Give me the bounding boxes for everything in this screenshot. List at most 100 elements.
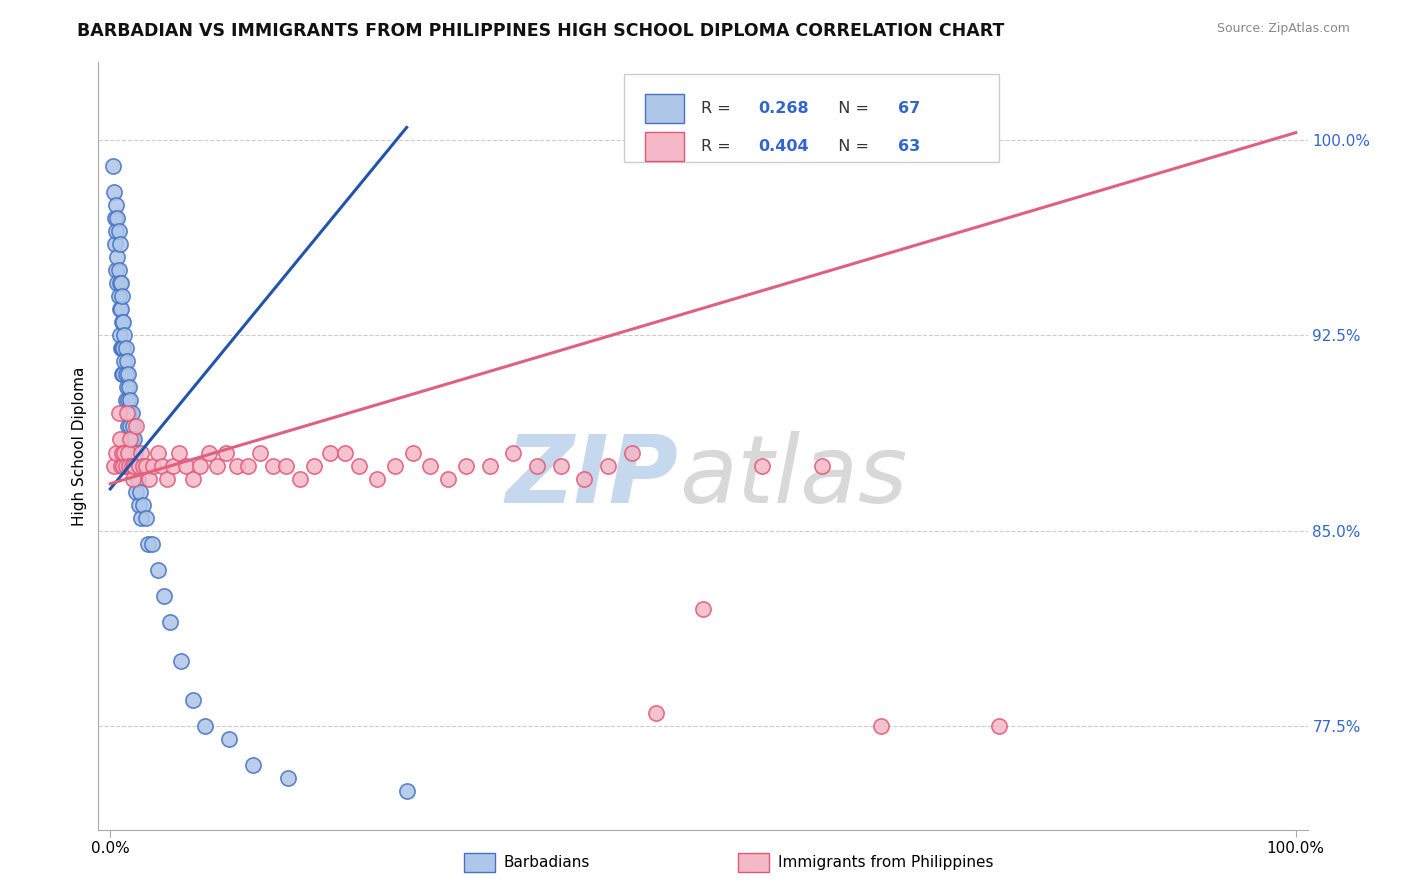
- FancyBboxPatch shape: [645, 132, 683, 161]
- Point: [401, 445, 423, 459]
- Point: [167, 445, 190, 459]
- Point: [121, 419, 143, 434]
- Point: [215, 445, 238, 459]
- Text: 0.268: 0.268: [759, 101, 810, 116]
- Point: [550, 458, 572, 473]
- Point: [174, 458, 197, 473]
- Point: [419, 458, 441, 473]
- Point: [132, 498, 155, 512]
- Point: [105, 251, 128, 265]
- Point: [132, 458, 155, 473]
- Point: [125, 419, 148, 434]
- Point: [117, 368, 139, 382]
- Point: [108, 433, 131, 447]
- Point: [194, 718, 217, 732]
- Point: [205, 458, 228, 473]
- Point: [333, 445, 356, 459]
- Point: [170, 654, 193, 668]
- Point: [129, 445, 152, 459]
- Text: N =: N =: [828, 139, 873, 153]
- Point: [120, 393, 142, 408]
- Point: [120, 433, 142, 447]
- Point: [105, 198, 128, 212]
- Point: [104, 237, 127, 252]
- Point: [197, 445, 219, 459]
- Point: [104, 211, 127, 226]
- Point: [115, 380, 138, 394]
- Point: [103, 186, 125, 200]
- Point: [111, 445, 134, 459]
- Point: [502, 445, 524, 459]
- Point: [125, 484, 148, 499]
- Point: [114, 368, 136, 382]
- Point: [117, 445, 139, 459]
- Point: [242, 757, 264, 772]
- Point: [114, 328, 136, 343]
- Point: [366, 471, 388, 485]
- Point: [249, 445, 271, 459]
- Text: 0.404: 0.404: [759, 139, 810, 153]
- Point: [869, 718, 891, 732]
- Point: [105, 224, 128, 238]
- Point: [218, 731, 240, 746]
- Point: [129, 484, 152, 499]
- Point: [111, 289, 134, 303]
- Point: [395, 783, 418, 797]
- Text: N =: N =: [828, 101, 873, 116]
- Text: atlas: atlas: [679, 431, 907, 522]
- Point: [122, 433, 145, 447]
- Point: [129, 510, 152, 524]
- Point: [159, 615, 181, 629]
- Point: [112, 458, 135, 473]
- Point: [146, 445, 169, 459]
- Point: [574, 471, 596, 485]
- Point: [146, 562, 169, 576]
- Point: [318, 445, 340, 459]
- Point: [108, 237, 131, 252]
- Point: [262, 458, 284, 473]
- Text: R =: R =: [700, 101, 735, 116]
- Point: [118, 407, 141, 421]
- Point: [347, 458, 370, 473]
- Point: [117, 419, 139, 434]
- Point: [111, 368, 134, 382]
- Point: [454, 458, 477, 473]
- Point: [138, 471, 160, 485]
- Point: [107, 407, 129, 421]
- Point: [114, 342, 136, 356]
- Point: [114, 393, 136, 408]
- Point: [110, 342, 132, 356]
- Text: Source: ZipAtlas.com: Source: ZipAtlas.com: [1216, 22, 1350, 36]
- Point: [105, 263, 128, 277]
- Point: [644, 706, 666, 720]
- Point: [751, 458, 773, 473]
- Point: [112, 342, 135, 356]
- Point: [478, 458, 501, 473]
- Point: [128, 458, 150, 473]
- Y-axis label: High School Diploma: High School Diploma: [72, 367, 87, 525]
- Point: [598, 458, 620, 473]
- Point: [121, 407, 143, 421]
- Point: [108, 277, 131, 291]
- Point: [121, 471, 143, 485]
- Point: [152, 589, 174, 603]
- Text: ZIP: ZIP: [506, 431, 679, 523]
- Point: [111, 316, 134, 330]
- Point: [135, 458, 157, 473]
- Text: Immigrants from Philippines: Immigrants from Philippines: [778, 855, 993, 870]
- Point: [105, 211, 128, 226]
- Point: [141, 536, 163, 550]
- Point: [190, 458, 212, 473]
- Point: [114, 458, 136, 473]
- Point: [108, 328, 131, 343]
- Point: [121, 458, 143, 473]
- Point: [114, 354, 136, 368]
- Point: [236, 458, 259, 473]
- Point: [108, 302, 131, 317]
- Text: 63: 63: [897, 139, 920, 153]
- Point: [156, 471, 179, 485]
- Point: [111, 342, 134, 356]
- Point: [277, 771, 299, 785]
- Point: [302, 458, 325, 473]
- Point: [122, 458, 145, 473]
